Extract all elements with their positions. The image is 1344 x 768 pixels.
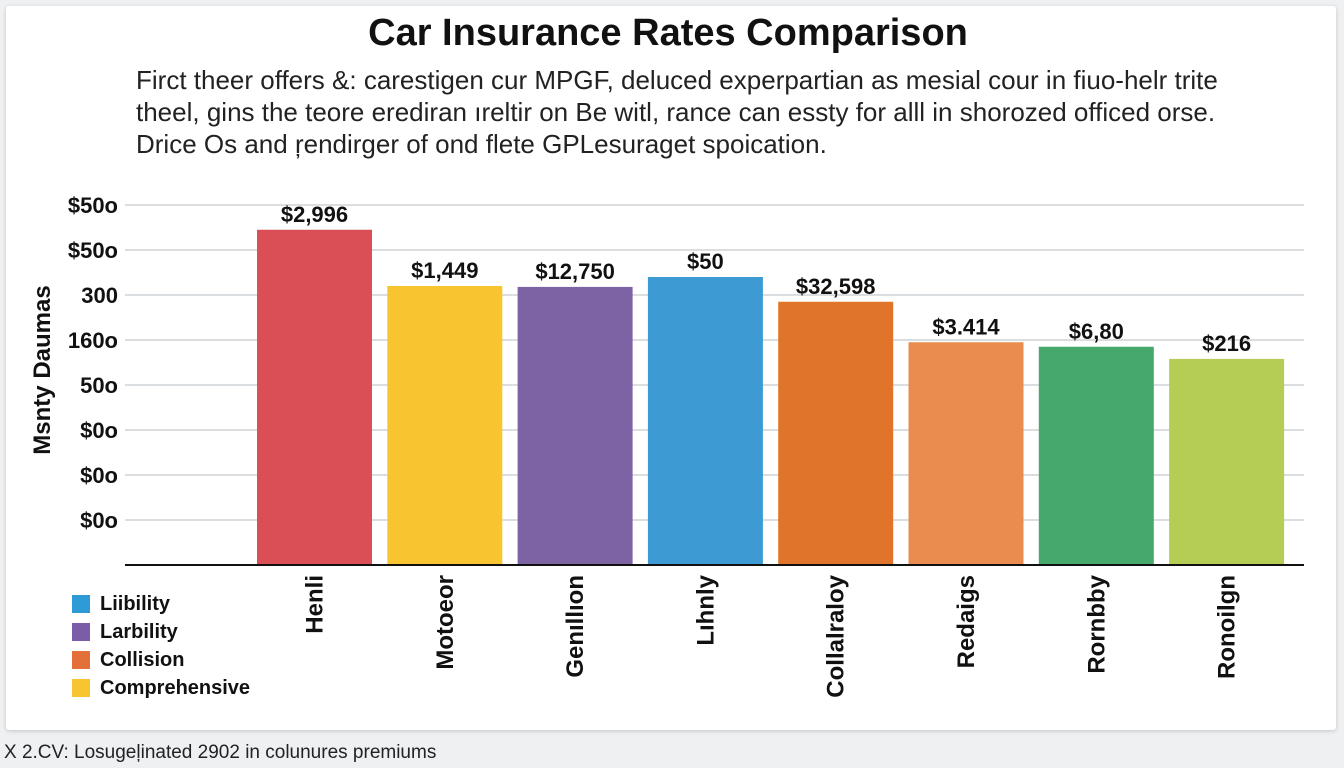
legend-item-2: Larbility bbox=[72, 618, 250, 646]
bar-4 bbox=[647, 277, 763, 565]
legend-item-3: Collision bbox=[72, 646, 250, 674]
category-label-6: Redaigs bbox=[953, 575, 980, 668]
bar-1 bbox=[257, 229, 372, 565]
legend-label: Larbility bbox=[100, 620, 178, 643]
legend-item-4: Comprehensive bbox=[72, 674, 250, 702]
bar-7 bbox=[1038, 346, 1154, 565]
y-tick-label: $0o bbox=[80, 463, 118, 488]
legend-item-1: Liibility bbox=[72, 590, 250, 618]
legend-swatch bbox=[72, 595, 90, 613]
y-tick-label: 300 bbox=[81, 283, 118, 308]
y-axis-label: Msnty Daumas bbox=[29, 285, 56, 454]
y-tick-label: $0o bbox=[80, 418, 118, 443]
value-label-6: $3.414 bbox=[932, 314, 1000, 339]
legend-swatch bbox=[72, 679, 90, 697]
value-label-4: $50 bbox=[687, 249, 724, 274]
chart-legend: Liibility Larbility Collision Comprehensive bbox=[72, 590, 250, 702]
legend-label: Collision bbox=[100, 648, 185, 671]
y-axis-ticks: $50o $50o 300 160o 50o $0o $0o $0o bbox=[68, 193, 118, 533]
bar-6 bbox=[908, 342, 1024, 565]
bar-2 bbox=[387, 286, 503, 565]
y-tick-label: 160o bbox=[68, 328, 118, 353]
y-tick-label: $0o bbox=[80, 508, 118, 533]
y-tick-label: 50o bbox=[80, 373, 118, 398]
legend-label: Comprehensive bbox=[100, 676, 251, 699]
category-label-7: Rornbby bbox=[1083, 574, 1110, 673]
value-label-8: $216 bbox=[1202, 331, 1251, 356]
legend-swatch bbox=[72, 623, 90, 641]
bars bbox=[257, 229, 1285, 565]
bar-5 bbox=[778, 301, 894, 565]
y-tick-label: $50o bbox=[68, 238, 118, 263]
value-label-7: $6,80 bbox=[1069, 319, 1124, 344]
value-labels: $2,996 $1,449 $12,750 $50 $32,598 $3.414 $6,80… bbox=[281, 202, 1251, 356]
category-label-3: Genıllıon bbox=[562, 575, 589, 678]
y-tick-label: $50o bbox=[68, 193, 118, 218]
bar-8 bbox=[1169, 358, 1285, 565]
value-label-1: $2,996 bbox=[281, 202, 348, 227]
bar-3 bbox=[517, 286, 633, 565]
chart-subtitle: Firct theer offers &: carestigen cur MPG… bbox=[136, 65, 1218, 159]
category-label-2: Motoeor bbox=[432, 575, 459, 670]
bar-chart: $50o $50o 300 160o 50o $0o $0o $0o $2,996 $1,449… bbox=[29, 193, 1304, 698]
category-label-8: Ronoilgn bbox=[1214, 575, 1241, 679]
footnote: X 2.CV: Losugeļinated 2902 in colunures … bbox=[4, 742, 437, 763]
value-label-5: $32,598 bbox=[796, 274, 876, 299]
chart-title: Car Insurance Rates Comparison bbox=[368, 12, 968, 54]
value-label-3: $12,750 bbox=[535, 259, 615, 284]
category-label-5: Collalraloy bbox=[823, 574, 850, 697]
category-label-1: Henli bbox=[302, 575, 329, 634]
legend-label: Liibility bbox=[100, 592, 170, 615]
category-labels: Henli Motoeor Genıllıon Lıhnly Collalraloy Re… bbox=[302, 574, 1241, 697]
legend-swatch bbox=[72, 651, 90, 669]
category-label-4: Lıhnly bbox=[692, 574, 719, 645]
value-label-2: $1,449 bbox=[411, 258, 478, 283]
